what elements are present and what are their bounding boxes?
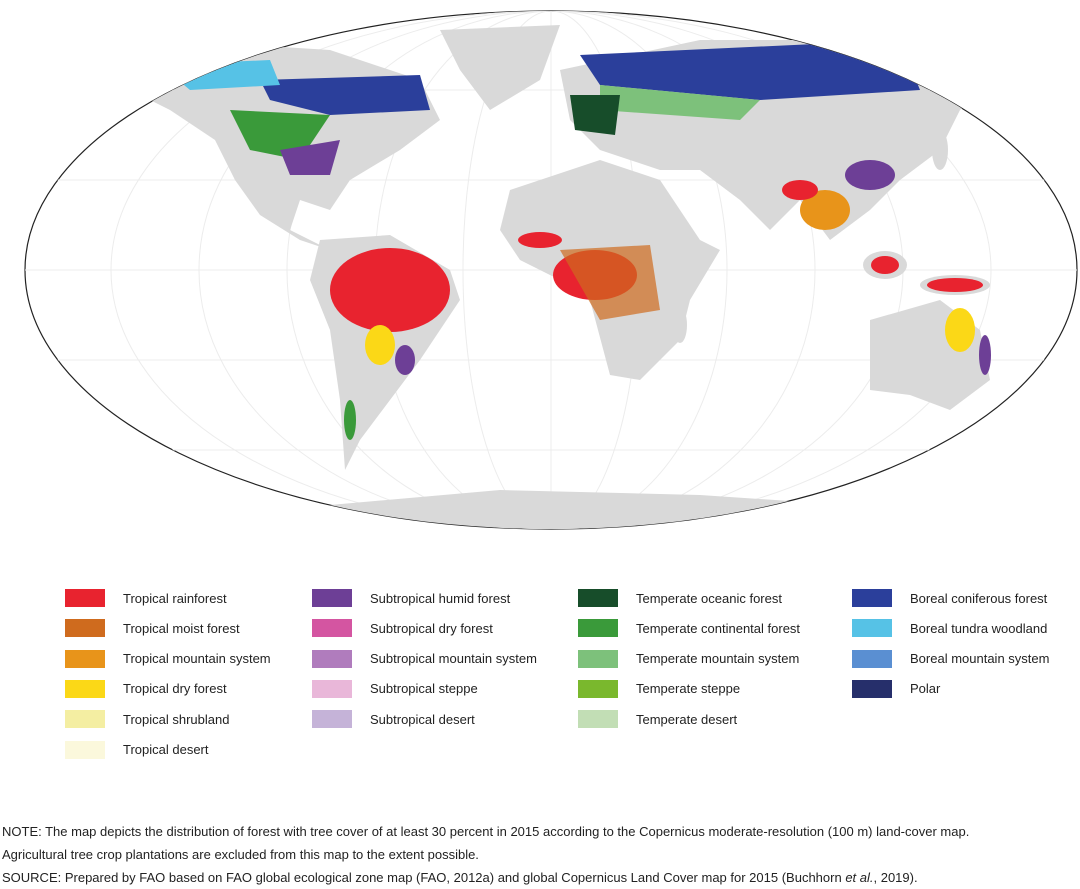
legend-label: Tropical dry forest bbox=[123, 681, 227, 697]
legend-swatch bbox=[852, 679, 892, 698]
legend-item: Tropical dry forest bbox=[65, 679, 227, 698]
legend-item: Subtropical steppe bbox=[312, 679, 478, 698]
legend-item: Tropical moist forest bbox=[65, 619, 240, 638]
legend-item: Boreal coniferous forest bbox=[852, 589, 1047, 607]
legend-swatch bbox=[578, 710, 618, 729]
legend-swatch bbox=[312, 679, 352, 698]
legend-item: Tropical desert bbox=[65, 740, 209, 759]
legend-label: Subtropical steppe bbox=[370, 681, 478, 697]
legend-swatch bbox=[312, 589, 352, 607]
legend-item: Subtropical dry forest bbox=[312, 619, 493, 638]
legend-swatch bbox=[312, 619, 352, 638]
legend-swatch bbox=[65, 619, 105, 638]
legend-label: Temperate oceanic forest bbox=[636, 590, 782, 606]
legend-label: Subtropical dry forest bbox=[370, 620, 493, 636]
legend-swatch bbox=[852, 649, 892, 668]
legend-label: Temperate desert bbox=[636, 711, 738, 727]
legend-label: Temperate mountain system bbox=[636, 651, 800, 667]
legend-item: Temperate oceanic forest bbox=[578, 589, 782, 607]
legend-swatch bbox=[578, 649, 618, 668]
legend-label: Temperate steppe bbox=[636, 681, 741, 697]
legend-swatch bbox=[65, 679, 105, 698]
legend-swatch bbox=[312, 649, 352, 668]
legend-item: Boreal mountain system bbox=[852, 649, 1050, 668]
source-line: SOURCE: Prepared by FAO based on FAO glo… bbox=[2, 866, 969, 889]
legend-label: Boreal tundra woodland bbox=[910, 620, 1048, 636]
legend-label: Tropical mountain system bbox=[123, 651, 271, 667]
legend-item: Tropical mountain system bbox=[65, 649, 271, 668]
legend-item: Boreal tundra woodland bbox=[852, 619, 1048, 638]
world-map bbox=[24, 10, 1078, 530]
legend-label: Tropical shrubland bbox=[123, 711, 230, 727]
legend-item: Temperate continental forest bbox=[578, 619, 801, 638]
legend: Tropical rainforest Tropical moist forest… bbox=[0, 585, 1080, 765]
legend-label: Temperate continental forest bbox=[636, 620, 801, 636]
legend-item: Subtropical mountain system bbox=[312, 649, 537, 668]
source-text: SOURCE: Prepared by FAO based on FAO glo… bbox=[2, 870, 846, 885]
legend-item: Tropical rainforest bbox=[65, 589, 227, 607]
legend-label: Subtropical humid forest bbox=[370, 590, 511, 606]
legend-swatch bbox=[312, 710, 352, 729]
legend-label: Boreal mountain system bbox=[910, 651, 1050, 667]
note-line: NOTE: The map depicts the distribution o… bbox=[2, 824, 970, 839]
legend-label: Tropical moist forest bbox=[123, 620, 240, 636]
legend-label: Tropical desert bbox=[123, 742, 209, 757]
note-line: Agricultural tree crop plantations are e… bbox=[2, 847, 479, 862]
legend-item: Subtropical humid forest bbox=[312, 589, 510, 607]
legend-item: Tropical shrubland bbox=[65, 710, 230, 729]
legend-swatch bbox=[852, 589, 892, 607]
legend-label: Tropical rainforest bbox=[123, 590, 227, 606]
source-text: , 2019). bbox=[873, 870, 918, 885]
legend-label: Subtropical desert bbox=[370, 711, 475, 727]
legend-swatch bbox=[578, 679, 618, 698]
legend-swatch bbox=[65, 589, 105, 607]
legend-swatch bbox=[65, 649, 105, 668]
legend-swatch bbox=[578, 589, 618, 607]
legend-item: Subtropical desert bbox=[312, 710, 475, 729]
legend-swatch bbox=[852, 619, 892, 638]
legend-item: Temperate desert bbox=[578, 710, 738, 729]
legend-label: Subtropical mountain system bbox=[370, 651, 537, 667]
legend-label: Polar bbox=[910, 681, 941, 697]
legend-swatch bbox=[65, 740, 105, 759]
legend-label: Boreal coniferous forest bbox=[910, 590, 1048, 606]
legend-item: Polar bbox=[852, 679, 941, 698]
legend-item: Temperate mountain system bbox=[578, 649, 800, 668]
notes: NOTE: The map depicts the distribution o… bbox=[2, 820, 969, 889]
legend-item: Temperate steppe bbox=[578, 679, 741, 698]
legend-swatch bbox=[578, 619, 618, 638]
source-italic: et al. bbox=[845, 870, 874, 885]
legend-swatch bbox=[65, 710, 105, 729]
